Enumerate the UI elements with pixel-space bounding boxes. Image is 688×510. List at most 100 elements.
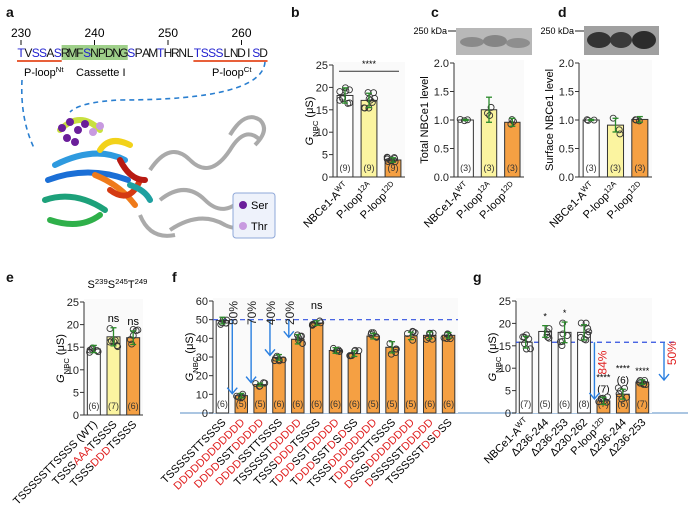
text-segment: Nt xyxy=(56,65,65,74)
y-tick-label: 10 xyxy=(196,389,208,401)
sequence-residue: P xyxy=(98,46,106,60)
n-label: (6) xyxy=(273,399,284,409)
panel-label-e: e xyxy=(6,269,14,285)
text-segment: S xyxy=(88,279,95,291)
data-point xyxy=(364,89,372,97)
data-point xyxy=(347,352,354,360)
y-tick-label: 15 xyxy=(316,105,328,117)
rainbow-domain-ribbon xyxy=(42,117,153,227)
sequence-residue: L xyxy=(187,46,194,60)
data-point xyxy=(577,319,585,327)
y-tick-label: 25 xyxy=(316,60,328,72)
ser-legend-marker xyxy=(239,201,247,209)
n-label: (7) xyxy=(108,401,119,411)
significance-label: **** xyxy=(596,372,611,382)
n-label: (8) xyxy=(579,399,590,409)
data-point xyxy=(386,340,394,347)
sequence-residue: L xyxy=(223,46,230,60)
residue-number: 250 xyxy=(158,26,178,40)
sequence-residue: G xyxy=(119,46,128,60)
y-tick-label: 20 xyxy=(196,371,208,383)
text-segment: G xyxy=(487,372,499,381)
data-point xyxy=(345,86,353,94)
sequence-residue: V xyxy=(24,46,32,60)
y-axis-label: GNBC (μS) xyxy=(55,334,71,383)
data-point xyxy=(522,331,530,339)
text-segment: Total NBCe1 level xyxy=(419,76,431,163)
y-tick-label: 20 xyxy=(316,82,328,94)
arrow-head xyxy=(226,387,238,395)
significance-label: * xyxy=(543,312,547,322)
sequence-residue: S xyxy=(201,46,209,60)
arrow-head xyxy=(264,348,276,357)
data-point xyxy=(273,352,281,360)
data-point xyxy=(507,120,515,128)
y-tick-label: 20 xyxy=(499,318,511,330)
data-point xyxy=(615,390,623,398)
text-segment: Ct xyxy=(244,65,253,74)
n-label: (5) xyxy=(368,399,379,409)
data-point xyxy=(107,337,115,345)
text-segment: NBC xyxy=(62,358,71,375)
data-point xyxy=(336,88,344,96)
western-blot-total: 250 kDa xyxy=(413,26,532,55)
data-point xyxy=(425,334,433,342)
text-segment: 12D xyxy=(589,415,606,432)
residue-number: 260 xyxy=(231,26,251,40)
n-label: (3) xyxy=(586,163,597,173)
n-label: (6) xyxy=(292,399,303,409)
text-segment: S xyxy=(108,279,115,291)
y-tick-label: 0.5 xyxy=(434,144,449,156)
significance-label: ns xyxy=(311,300,323,312)
panel-label-d: d xyxy=(558,4,567,20)
data-point xyxy=(392,345,400,353)
reduction-label: 70% xyxy=(245,301,259,325)
y-tick-label: 1.5 xyxy=(434,87,449,99)
residue-spheres xyxy=(58,118,104,146)
y-tick-label: 1.0 xyxy=(434,115,449,127)
text-segment: Cassette I xyxy=(76,67,126,79)
sequence-residue: N xyxy=(230,46,239,60)
text-segment: 12A xyxy=(355,178,372,195)
y-tick-label: 15 xyxy=(67,342,79,354)
n-label: (6) xyxy=(330,399,341,409)
reduction-label: 20% xyxy=(283,301,297,325)
data-point xyxy=(409,327,417,335)
n-label: (5) xyxy=(405,399,416,409)
sequence-residue: A xyxy=(46,46,54,60)
data-point xyxy=(559,330,567,338)
data-point xyxy=(484,109,491,117)
data-point xyxy=(233,392,241,400)
western-blot-surface: 250 kDa xyxy=(540,26,659,55)
y-tick-label: 2.0 xyxy=(559,58,574,70)
sequence-residue: T xyxy=(17,46,25,60)
data-point xyxy=(134,326,142,334)
y-tick-label: 20 xyxy=(67,320,79,332)
significance-label: ns xyxy=(127,316,139,328)
panel-label-c: c xyxy=(431,4,439,20)
data-point xyxy=(595,398,603,406)
y-tick-label: 50 xyxy=(196,315,208,327)
y-tick-label: 5 xyxy=(505,386,511,398)
y-tick-label: 0.5 xyxy=(559,144,574,156)
n-label: (7) xyxy=(637,399,648,409)
text-segment: NBC xyxy=(494,356,503,373)
y-tick-label: 25 xyxy=(67,297,79,309)
sequence-residue: N xyxy=(112,46,121,60)
data-point xyxy=(520,333,528,341)
text-segment: P-loop xyxy=(24,67,56,79)
protein-structure-image: Ser Thr xyxy=(20,61,276,239)
significance-label: **** xyxy=(635,366,650,376)
n-label: (6) xyxy=(217,399,228,409)
legend-box: Ser Thr xyxy=(232,192,276,239)
text-segment: (μS) xyxy=(55,334,67,358)
n-label: (9) xyxy=(340,163,351,173)
data-point xyxy=(409,336,417,344)
data-point xyxy=(526,345,534,353)
sequence-residue: R xyxy=(171,46,180,60)
n-label: (9) xyxy=(364,163,375,173)
